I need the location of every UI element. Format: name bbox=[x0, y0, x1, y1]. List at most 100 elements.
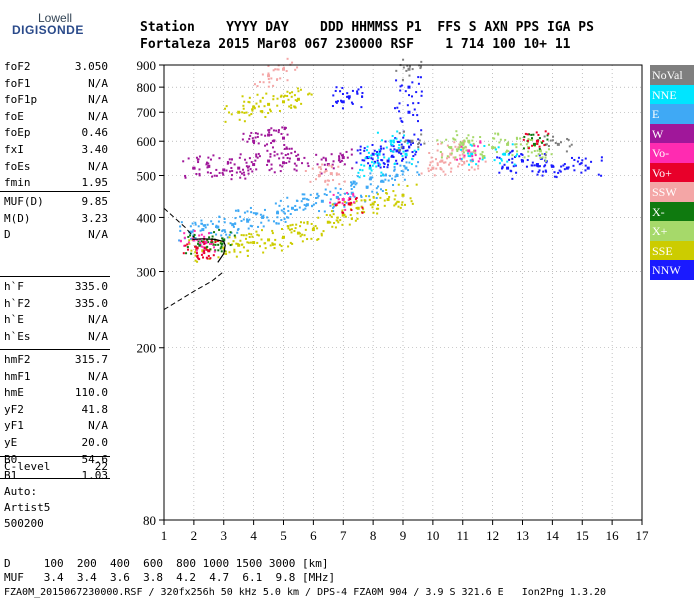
echo-dot-sse bbox=[262, 251, 265, 254]
echo-dot-e bbox=[368, 178, 371, 181]
echo-dot-ssw bbox=[454, 145, 457, 148]
echo-dot-vominus bbox=[344, 208, 347, 211]
echo-dot-w bbox=[242, 171, 245, 174]
echo-point-nnw bbox=[365, 156, 369, 160]
legend-item-nne: NNE bbox=[650, 84, 694, 105]
echo-dot-w bbox=[340, 154, 343, 157]
echo-dot-e bbox=[393, 165, 396, 168]
echo-dot-e bbox=[301, 193, 304, 196]
echo-dot-sse bbox=[376, 212, 379, 215]
echo-dot-w bbox=[254, 136, 257, 139]
echo-dot-w bbox=[195, 172, 198, 175]
echo-dot-e bbox=[280, 219, 283, 222]
echo-dot-vominus bbox=[195, 249, 198, 252]
echo-dot-nnw bbox=[412, 113, 415, 116]
echo-point-ssw bbox=[449, 152, 453, 156]
echo-dot-sse bbox=[406, 184, 409, 187]
echo-dot-nnw bbox=[413, 133, 416, 136]
echo-dot-e bbox=[192, 229, 195, 232]
echo-dot-nne bbox=[513, 163, 516, 166]
echo-dot-xminus bbox=[218, 228, 221, 231]
echo-dot-e bbox=[221, 230, 224, 233]
echo-dot-noval bbox=[568, 145, 571, 148]
legend-item-ssw: SSW bbox=[650, 182, 694, 202]
echo-dot-e bbox=[278, 204, 281, 207]
echo-dot-ssw bbox=[460, 159, 463, 162]
echo-point-sse bbox=[267, 238, 271, 242]
echo-dot-sse bbox=[312, 226, 315, 229]
auto-label: Auto: bbox=[4, 485, 38, 498]
echo-dot-noval bbox=[544, 154, 547, 157]
echo-dot-vominus bbox=[200, 245, 203, 248]
chart-grid bbox=[164, 65, 642, 520]
echo-point-vominus bbox=[467, 149, 471, 153]
footer-info: FZA0M_2015067230000.RSF / 320fx256h 50 k… bbox=[4, 587, 607, 598]
echo-dot-xminus bbox=[538, 137, 541, 140]
echo-dot-voplus bbox=[210, 239, 213, 242]
echo-dot-xminus bbox=[187, 235, 190, 238]
echo-dot-sse bbox=[248, 101, 251, 104]
x-tick-label: 1 bbox=[161, 528, 168, 543]
echo-dot-sse bbox=[397, 200, 400, 203]
echo-dot-sse bbox=[363, 211, 366, 214]
echo-dot-nnw bbox=[411, 95, 414, 98]
echo-dot-noval bbox=[401, 78, 404, 81]
echo-dot-nnw bbox=[386, 166, 389, 169]
echo-dot-w bbox=[269, 155, 272, 158]
echo-dot-ssw bbox=[457, 146, 460, 149]
echo-dot-nnw bbox=[501, 165, 504, 168]
echo-dot-w bbox=[242, 132, 245, 135]
echo-dot-ssw bbox=[461, 140, 464, 143]
echo-dot-nne bbox=[493, 159, 496, 162]
echo-dot-sse bbox=[228, 236, 231, 239]
echo-dot-e bbox=[210, 231, 213, 234]
y-tick-label: 300 bbox=[137, 265, 157, 280]
echo-dot-nnw bbox=[415, 150, 418, 153]
echo-dot-sse bbox=[248, 96, 251, 99]
echo-dot-w bbox=[225, 169, 228, 172]
echo-dot-e bbox=[403, 178, 406, 181]
echo-dot-e bbox=[260, 221, 263, 224]
x-tick-label: 14 bbox=[546, 528, 560, 543]
echo-dot-sse bbox=[320, 232, 323, 235]
echo-point-xplus bbox=[449, 146, 453, 150]
echo-dot-nnw bbox=[340, 99, 343, 102]
echo-dot-noval bbox=[408, 65, 411, 68]
echo-dot-nnw bbox=[335, 101, 338, 104]
echo-dot-w bbox=[255, 168, 258, 171]
echo-dot-w bbox=[346, 156, 349, 159]
echo-dot-e bbox=[394, 178, 397, 181]
echo-dot-sse bbox=[289, 228, 292, 231]
panel-separator bbox=[0, 349, 110, 350]
echo-dot-sse bbox=[288, 92, 291, 95]
echo-dot-xminus bbox=[217, 243, 220, 246]
echo-dot-w bbox=[245, 161, 248, 164]
echo-dot-ssw bbox=[261, 73, 264, 76]
echo-dot-xplus bbox=[535, 154, 538, 157]
echo-dot-voplus bbox=[544, 130, 547, 133]
echo-dot-vominus bbox=[346, 191, 349, 194]
echo-dot-noval bbox=[565, 150, 568, 153]
echo-dot-noval bbox=[402, 130, 405, 133]
echo-dot-sse bbox=[257, 105, 260, 108]
echo-dot-nnw bbox=[392, 145, 395, 148]
echo-dot-ssw bbox=[267, 64, 270, 67]
echo-dot-ssw bbox=[463, 162, 466, 165]
echo-dot-nnw bbox=[336, 100, 339, 103]
echo-dot-xplus bbox=[446, 155, 449, 158]
echo-dot-xminus bbox=[530, 133, 533, 136]
echo-dot-nnw bbox=[341, 86, 344, 89]
echo-dot-w bbox=[301, 162, 304, 165]
echo-dot-e bbox=[294, 209, 297, 212]
echo-dot-sse bbox=[236, 242, 239, 245]
echo-dot-nne bbox=[401, 154, 404, 157]
param-ye: yE 20.0 bbox=[4, 436, 108, 453]
echo-dot-e bbox=[215, 225, 218, 228]
echo-point-e bbox=[404, 166, 408, 170]
echo-dot-voplus bbox=[203, 242, 206, 245]
echo-dot-voplus bbox=[349, 203, 352, 206]
echo-dot-sse bbox=[310, 222, 313, 225]
echo-dot-nnw bbox=[417, 82, 420, 85]
echo-dot-w bbox=[288, 160, 291, 163]
